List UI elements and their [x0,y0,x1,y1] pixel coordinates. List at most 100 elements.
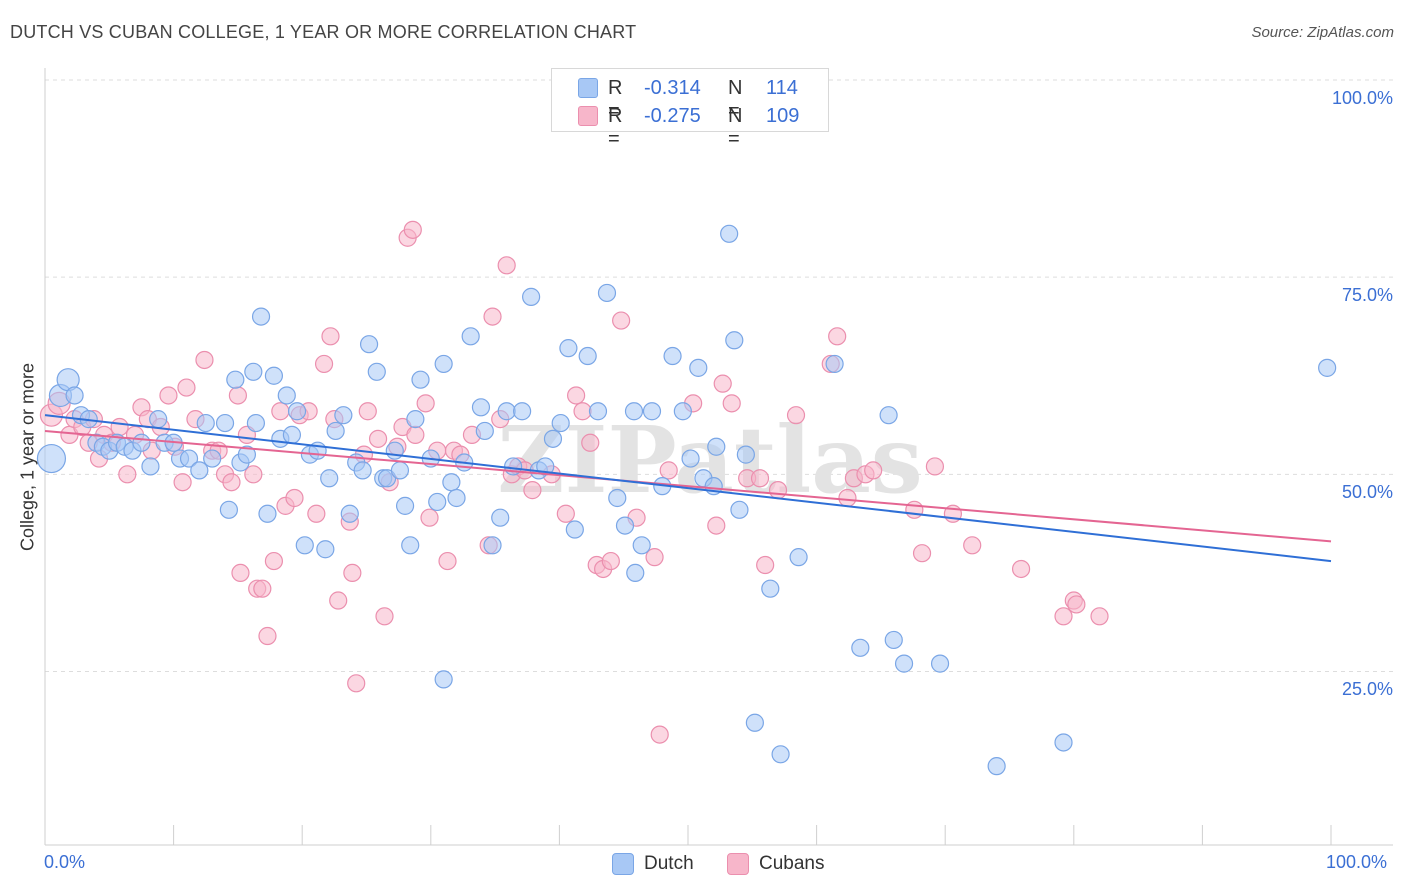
dutch-point [65,386,84,405]
cuban-point [645,548,664,567]
cuban-point [403,220,422,239]
cuban-trend-line [44,429,1332,543]
cuban-point [253,579,272,598]
dutch-point [215,413,235,433]
dutch-point [745,713,764,732]
dutch-point [597,283,617,303]
dutch-point [588,402,608,421]
dutch-point [894,654,914,673]
cuban-point [707,516,726,535]
legend-r-value: -0.314 [644,77,701,99]
dutch-point [483,536,502,555]
dutch-point [475,421,494,441]
dutch-point [442,473,461,492]
cuban-point [420,508,439,527]
dutch-point [295,536,314,555]
dutch-point [226,370,245,389]
dutch-point [565,520,584,539]
dutch-point [190,461,209,480]
cuban-point [713,374,732,393]
dutch-point [851,638,870,657]
cuban-point [1054,607,1073,626]
dutch-point [1054,733,1073,752]
chart-title: DUTCH VS CUBAN COLLEGE, 1 YEAR OR MORE C… [10,22,637,42]
dutch-point [246,413,266,433]
dutch-point [771,745,790,764]
dutch-point [987,757,1006,776]
legend-n-value: 109 [766,105,800,127]
dutch-point [385,441,404,460]
cuban-point [177,378,196,397]
dutch-point [689,358,708,377]
cuban-point [271,402,290,421]
cuban-point [828,327,847,346]
dutch-point [884,630,903,650]
dutch-point [825,354,844,374]
dutch-point [36,443,67,474]
cuban-point [659,461,678,480]
dutch-point [367,362,386,381]
cuban-point [228,386,247,405]
dutch-point [244,362,263,381]
data-points [36,220,1337,776]
legend-n-value: 114 [766,77,798,99]
y-tick-label: 100.0% [1331,88,1393,108]
dutch-point [736,445,755,464]
dutch-point [353,461,372,480]
dutch-point [681,449,700,468]
dutch-trend-line [44,414,1332,563]
dutch-point [471,398,491,417]
y-axis-title: College, 1 year or more [17,362,38,552]
dutch-point [608,488,627,508]
dutch-point [282,425,302,444]
cuban-point [264,551,284,571]
cuban-point [750,469,770,488]
cuban-point [368,429,388,448]
cuban-point [722,394,741,413]
dutch-point [401,536,420,555]
dutch-point [258,504,277,523]
dutch-point [522,287,541,306]
y-tick-label: 50.0% [1341,482,1393,503]
bottom-legend-label-dutch: Dutch [644,853,694,874]
dutch-point [543,429,563,448]
cuban-point [329,591,348,610]
dutch-point [326,421,345,441]
dutch-point [642,402,662,421]
cuban-point [159,386,178,405]
dutch-point [141,457,160,476]
x-tick-label-max: 100.0% [1326,852,1388,872]
cuban-point [285,488,304,508]
cuban-point [358,402,377,421]
dutch-point [340,504,359,523]
dutch-point [626,563,645,583]
dutch-point [264,366,284,385]
dutch-point [624,402,644,421]
cuban-point [768,481,788,500]
dutch-point [551,413,570,433]
legend-swatch-dutch [578,78,598,98]
cuban-point [375,607,394,626]
dutch-point [725,331,744,350]
cuban-point [195,350,214,370]
cuban-point [925,457,945,476]
legend-r-label: R = [608,105,623,150]
bottom-legend-swatch-dutch [612,853,634,875]
cuban-point [650,725,669,744]
cuban-point [222,473,241,492]
dutch-point [497,402,516,421]
bottom-legend-label-cubans: Cubans [759,853,825,874]
cuban-point [581,433,600,452]
cuban-point [110,417,129,437]
dutch-point [434,670,453,689]
cuban-point [173,473,192,492]
cuban-point [244,465,263,484]
cuban-point [573,402,592,421]
chart-source: Source: ZipAtlas.com [1251,24,1394,41]
dutch-point [316,540,335,559]
cuban-point [307,504,326,523]
dutch-point [930,654,950,673]
cuban-point [905,500,924,519]
cuban-point [497,256,516,275]
